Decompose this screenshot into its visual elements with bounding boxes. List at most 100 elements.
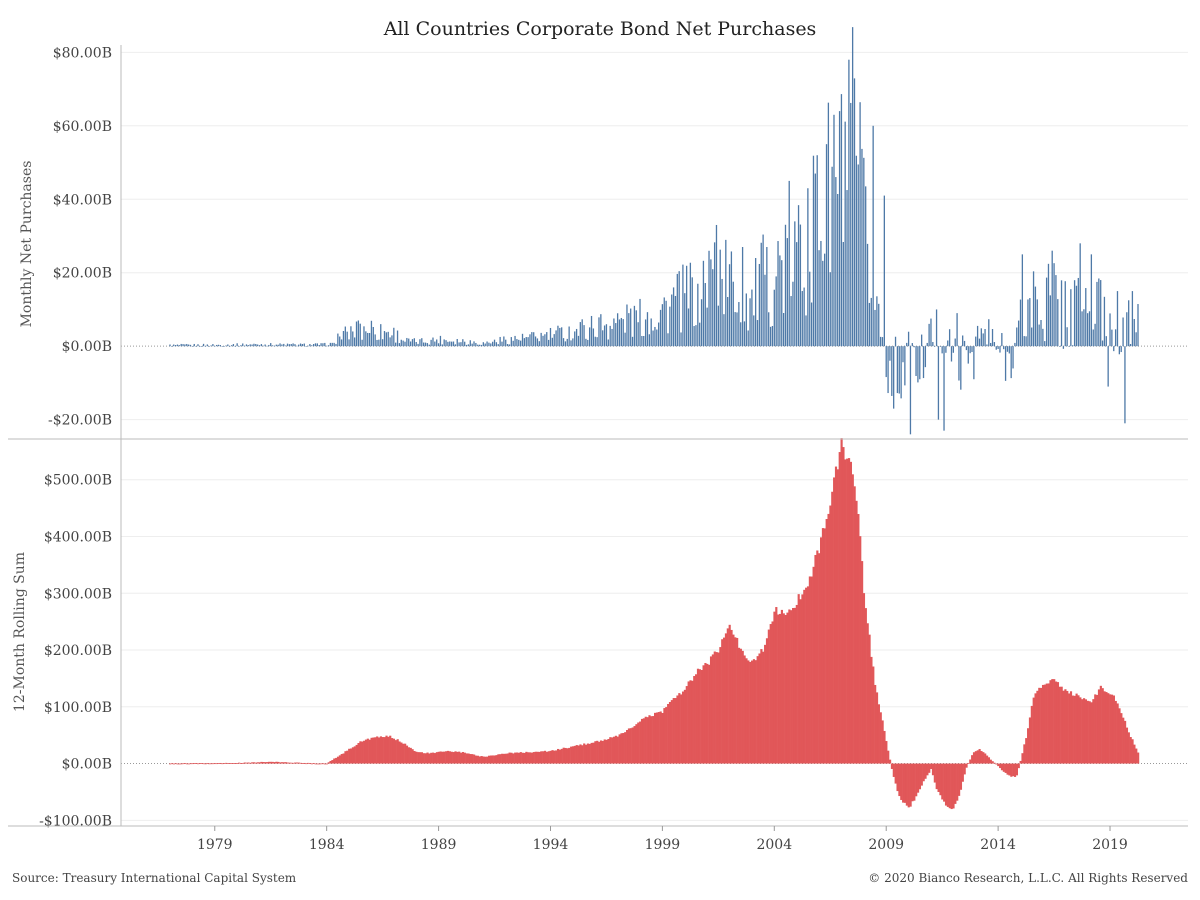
bottom-area-bar — [1075, 693, 1078, 764]
bottom-area-bar — [286, 762, 289, 764]
bottom-area-bar — [652, 716, 655, 764]
bottom-area-bar — [1101, 688, 1104, 764]
bottom-area-bar — [780, 609, 783, 764]
bottom-area-bar — [715, 652, 718, 764]
top-bar — [342, 331, 345, 347]
bottom-area-bar — [939, 763, 942, 796]
top-bar — [574, 331, 576, 347]
top-bar — [796, 242, 798, 347]
top-bar — [434, 341, 436, 347]
bottom-area-bar — [458, 751, 461, 764]
top-bar — [443, 339, 445, 347]
bottom-area-bar — [918, 763, 922, 790]
top-bar — [577, 335, 580, 347]
top-bar — [215, 344, 218, 347]
bottom-area-bar — [575, 745, 578, 764]
bottom-area-bar — [726, 628, 729, 764]
bottom-area-bar — [398, 741, 401, 764]
bottom-area-bar — [985, 755, 989, 764]
bottom-area-bar — [963, 763, 966, 775]
top-bar — [251, 344, 253, 347]
top-bar — [171, 346, 173, 347]
bottom-area-bar — [189, 763, 192, 765]
bottom-area-bar — [739, 648, 742, 764]
top-bar — [1023, 336, 1025, 347]
top-bar — [973, 346, 975, 380]
bottom-area-bar — [764, 644, 767, 764]
bottom-area-bar — [1051, 679, 1054, 764]
top-bar — [978, 338, 981, 347]
bottom-area-bar — [719, 647, 722, 764]
bottom-area-bar — [827, 513, 830, 764]
bottom-area-bar — [1056, 682, 1060, 764]
top-bar — [406, 337, 408, 347]
top-bar — [335, 343, 337, 347]
top-bar — [958, 346, 960, 381]
top-bar — [738, 302, 740, 347]
bottom-area-bar — [208, 763, 211, 765]
top-bar — [790, 296, 792, 347]
bottom-area-bar — [838, 452, 841, 764]
top-bar — [583, 325, 585, 347]
bottom-area-bar — [245, 762, 248, 764]
copyright-note: © 2020 Bianco Research, L.L.C. All Right… — [868, 871, 1188, 885]
bottom-area-bar — [260, 761, 263, 764]
bottom-area-bar — [303, 762, 306, 764]
bottom-area-bar — [232, 763, 235, 764]
top-bar — [327, 345, 330, 347]
bottom-area-bar — [737, 647, 741, 764]
top-bar — [255, 343, 257, 347]
bottom-area-bar — [976, 750, 979, 764]
top-bar — [971, 346, 973, 353]
bottom-area-bar — [982, 752, 985, 764]
bottom-area-bar — [1114, 700, 1117, 764]
top-bar — [529, 334, 531, 347]
bottom-area-bar — [1088, 701, 1091, 764]
top-bar — [264, 344, 266, 347]
top-bar — [777, 241, 779, 347]
top-bar — [197, 344, 199, 347]
top-bar — [230, 345, 233, 347]
top-bar — [728, 264, 731, 347]
top-bar — [238, 345, 240, 347]
top-bar — [266, 345, 268, 347]
bottom-area-bar — [454, 751, 457, 764]
top-bar — [1025, 336, 1027, 347]
top-bar — [952, 346, 955, 353]
bottom-area-bar — [441, 751, 444, 764]
top-bar — [719, 249, 721, 347]
bottom-area-bar — [683, 689, 687, 764]
top-bar — [816, 155, 818, 347]
top-bar — [1031, 327, 1033, 347]
top-bar — [760, 242, 762, 347]
top-bar — [204, 346, 207, 347]
bottom-area-bar — [1068, 693, 1071, 764]
bottom-area-bar — [747, 660, 750, 764]
bottom-area-bar — [823, 528, 826, 764]
bottom-y-tick-label: $400.00B — [44, 530, 112, 546]
top-bar — [1107, 346, 1109, 387]
bottom-area-bar — [668, 701, 672, 764]
bottom-area-bar — [452, 752, 455, 764]
top-bar — [851, 27, 854, 347]
top-bar — [365, 331, 367, 347]
bottom-area-bar — [868, 634, 871, 764]
top-bar — [889, 346, 891, 361]
top-bar — [671, 294, 673, 347]
top-bar — [223, 346, 225, 347]
x-tick-label: 2019 — [1092, 837, 1128, 853]
top-bar — [294, 344, 296, 347]
top-bar — [857, 164, 859, 347]
top-bar — [1131, 291, 1134, 347]
top-bar — [639, 298, 641, 347]
top-bar — [1092, 329, 1094, 347]
bottom-area-bar — [810, 576, 813, 764]
bottom-area-bar — [359, 741, 362, 764]
bottom-area-bar — [346, 750, 349, 764]
top-bar — [273, 345, 276, 347]
top-bar — [607, 339, 609, 347]
top-bar — [1116, 291, 1119, 347]
bottom-area-bar — [502, 753, 506, 764]
top-bar — [829, 272, 831, 347]
top-bar — [201, 346, 203, 347]
